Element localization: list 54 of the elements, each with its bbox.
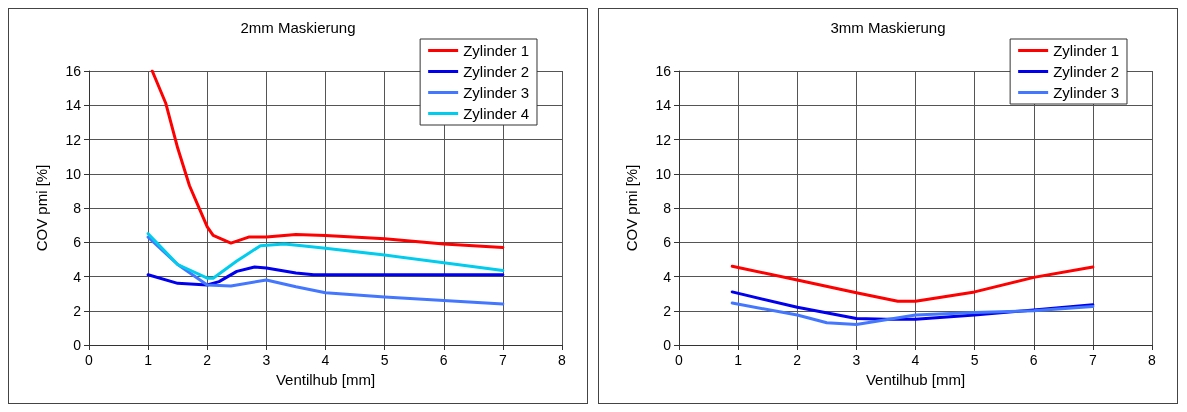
y-tick-label: 6 (73, 234, 82, 251)
line-series (146, 235, 505, 306)
y-tick-label: 16 (655, 63, 672, 79)
legend-label: Zylinder 2 (1053, 63, 1119, 80)
y-tick-label: 10 (655, 165, 672, 182)
x-tick-label: 0 (675, 352, 684, 368)
y-tick-label: 6 (663, 234, 672, 251)
y-tick-label: 14 (655, 97, 672, 114)
legend-label: Zylinder 2 (463, 63, 529, 80)
y-tick-label: 0 (73, 337, 82, 353)
y-tick-label: 12 (655, 131, 672, 148)
x-tick-label: 7 (1088, 352, 1097, 368)
line-series (146, 232, 505, 280)
y-tick-label: 16 (65, 63, 82, 79)
x-axis-title: Ventilhub [mm] (275, 370, 376, 388)
x-tick-label: 8 (1148, 352, 1157, 368)
y-tick-label: 4 (663, 268, 672, 285)
x-tick-label: 7 (498, 352, 507, 368)
x-tick-label: 4 (911, 352, 920, 368)
y-axis-title: COV pmi [%] (33, 164, 50, 252)
x-tick-label: 0 (85, 352, 94, 368)
x-tick-label: 5 (380, 352, 389, 368)
y-tick-label: 14 (65, 97, 82, 114)
x-tick-label: 3 (262, 352, 271, 368)
legend-label: Zylinder 3 (463, 84, 529, 101)
y-tick-label: 0 (663, 337, 672, 353)
x-tick-label: 3 (852, 352, 861, 368)
legend-label: Zylinder 1 (463, 42, 529, 59)
y-tick-label: 8 (663, 200, 672, 216)
x-tick-label: 5 (970, 352, 979, 368)
y-tick-label: 4 (73, 268, 82, 285)
x-tick-label: 4 (321, 352, 330, 368)
y-tick-label: 12 (65, 131, 82, 148)
legend-label: Zylinder 1 (1053, 42, 1119, 59)
y-axis-title: COV pmi [%] (623, 164, 640, 252)
x-axis-title: Ventilhub [mm] (865, 370, 966, 388)
legend-label: Zylinder 4 (463, 105, 529, 122)
legend-label: Zylinder 3 (1053, 84, 1119, 101)
x-tick-label: 8 (558, 352, 567, 368)
x-tick-label: 6 (1029, 352, 1038, 368)
x-tick-label: 2 (793, 352, 802, 368)
chart-title: 2mm Maskierung (240, 19, 356, 36)
y-tick-label: 2 (73, 302, 82, 319)
line-series (730, 301, 1095, 326)
line-series (146, 265, 505, 287)
y-tick-label: 8 (73, 200, 82, 216)
y-tick-label: 2 (663, 302, 672, 319)
x-tick-label: 6 (439, 352, 448, 368)
line-series (730, 264, 1095, 303)
x-tick-label: 1 (734, 352, 743, 368)
x-tick-label: 1 (144, 352, 153, 368)
y-tick-label: 10 (65, 165, 82, 182)
chart-title: 3mm Maskierung (830, 19, 946, 36)
x-tick-label: 2 (203, 352, 212, 368)
